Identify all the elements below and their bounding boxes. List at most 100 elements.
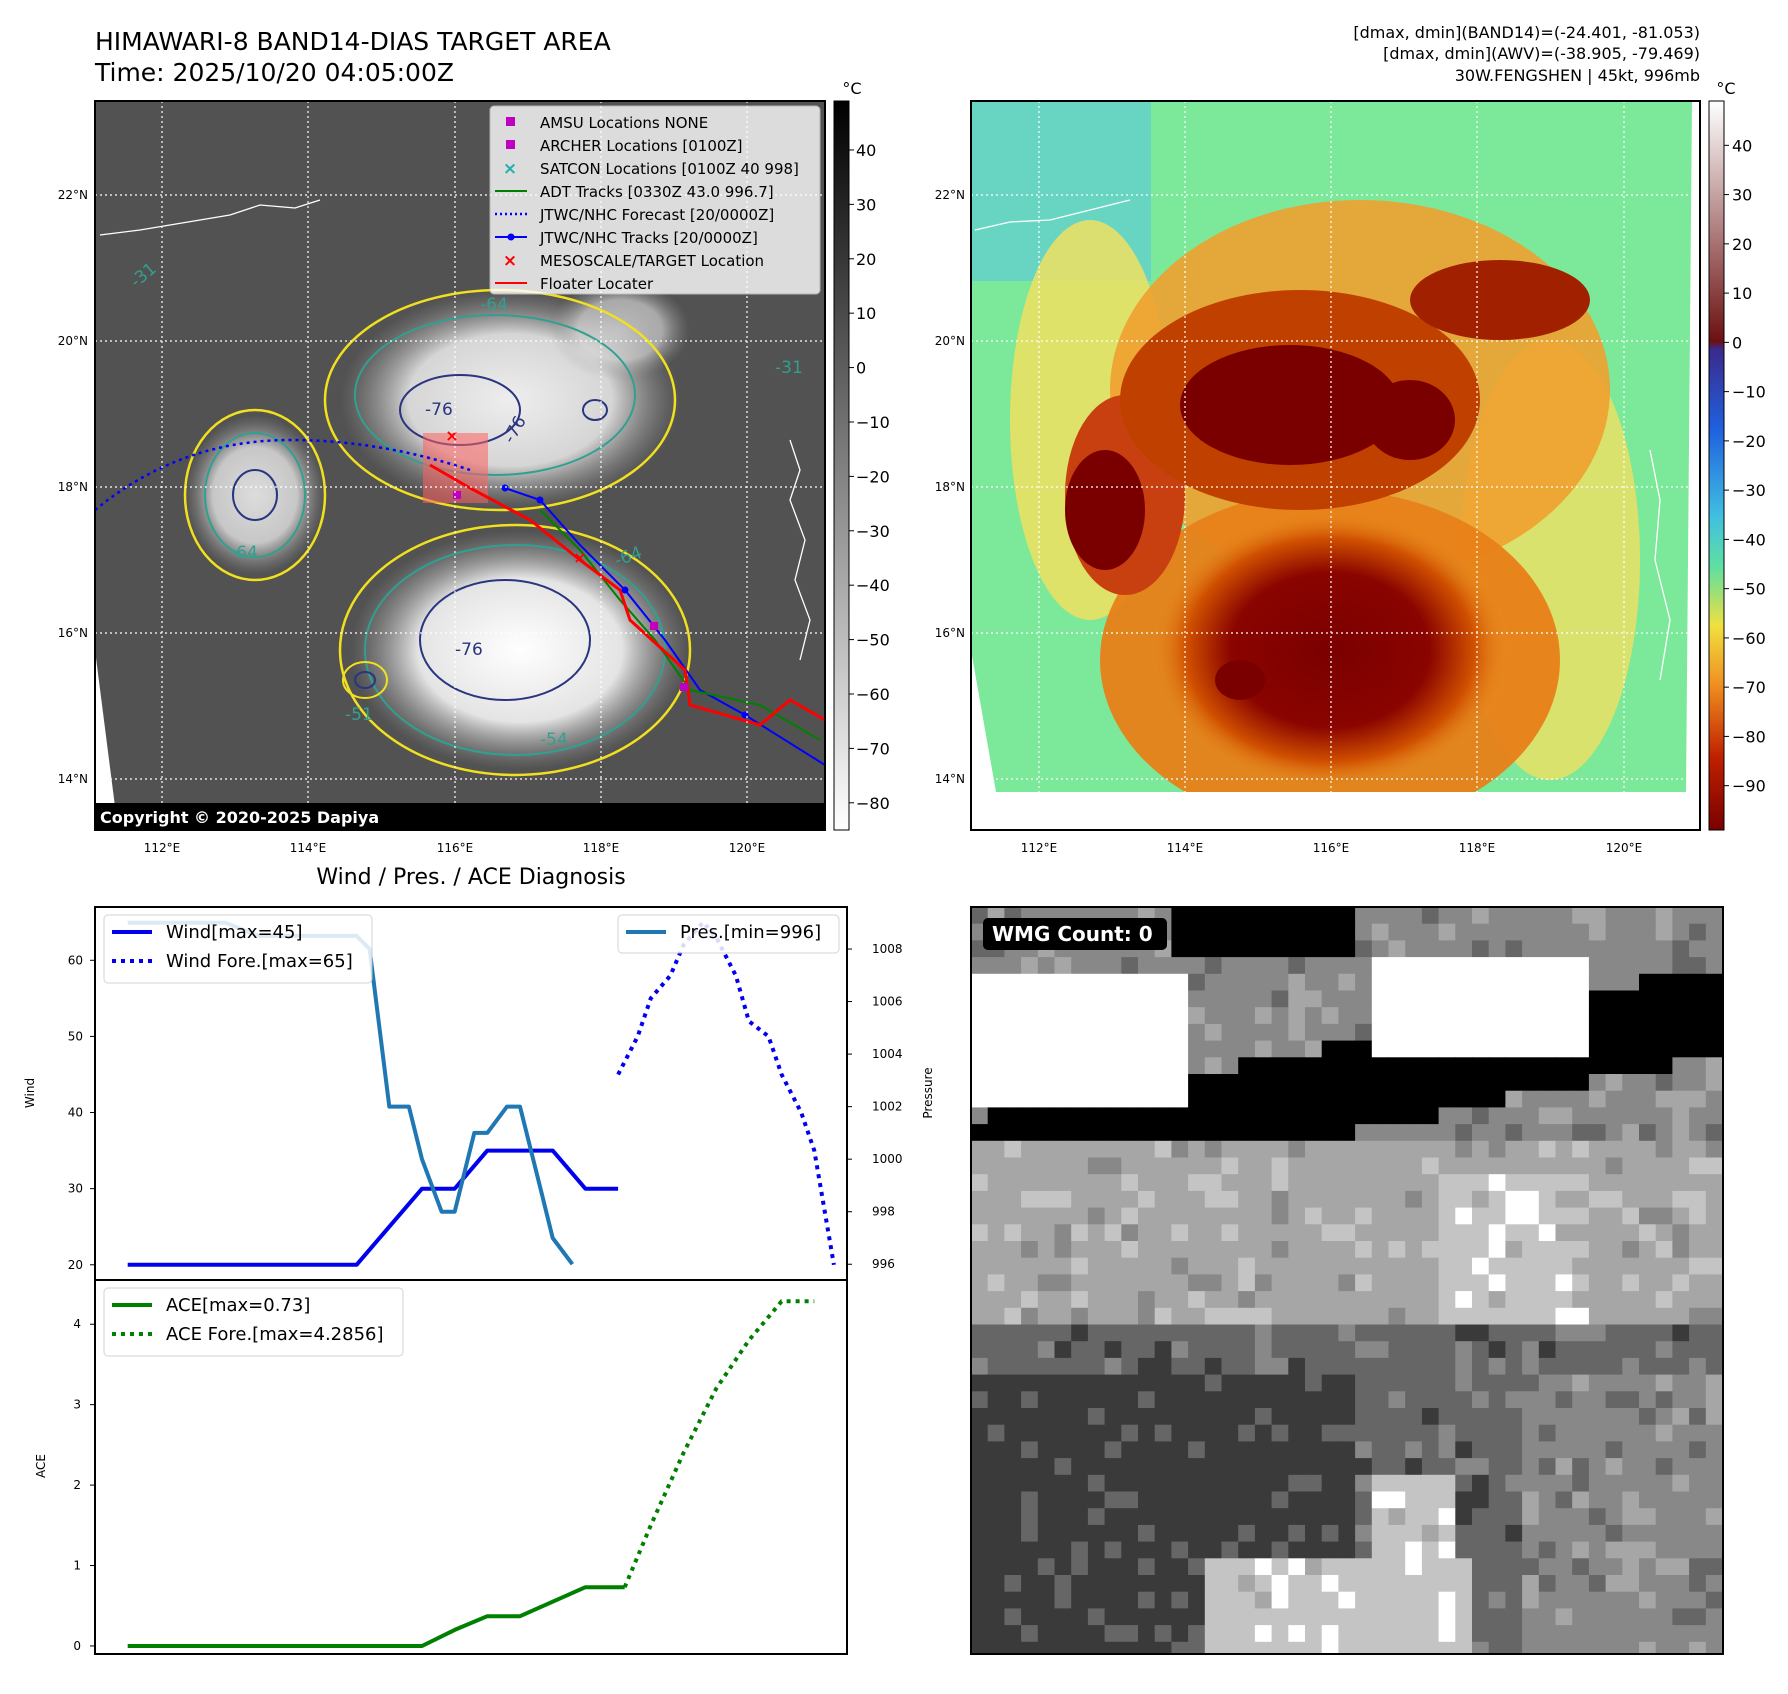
contour-label: -31 bbox=[775, 358, 803, 378]
x-marker-icon: × bbox=[503, 251, 517, 271]
jtwc-track bbox=[504, 487, 825, 766]
ace-ytick-label: 0 bbox=[73, 1639, 81, 1653]
legend-item: Floater Locater bbox=[495, 275, 654, 293]
lon-label: 118°E bbox=[1459, 841, 1496, 855]
legend-item: × SATCON Locations [0100Z 40 998] bbox=[503, 159, 799, 179]
awv-map-frame bbox=[970, 100, 1701, 831]
jtwc-forecast-track bbox=[95, 438, 471, 511]
pressure-ylabel: Pressure bbox=[921, 1067, 935, 1118]
wind-ylabel: Wind bbox=[23, 1078, 37, 1108]
legend-box bbox=[489, 105, 821, 295]
pressure-ytick-label: 1004 bbox=[872, 1047, 903, 1061]
ace-ytick-label: 4 bbox=[73, 1317, 81, 1331]
ir-map-frame bbox=[94, 100, 826, 831]
pressure-ytick-label: 1000 bbox=[872, 1152, 903, 1166]
colorbar-tick-label: −60 bbox=[1732, 629, 1766, 648]
wind-line bbox=[127, 1148, 619, 1267]
ace-fore-line bbox=[622, 1299, 815, 1588]
colorbar-tick-label: 20 bbox=[1732, 235, 1752, 254]
wmg-count-badge bbox=[983, 918, 1167, 950]
colorbar-tick-label: −20 bbox=[1732, 432, 1766, 451]
x-marker-icon: × bbox=[503, 159, 517, 179]
lon-label: 114°E bbox=[290, 841, 327, 855]
colorbar-tick-label: 40 bbox=[1732, 136, 1752, 155]
wind-fore-line bbox=[616, 920, 836, 1266]
legend-item: × MESOSCALE/TARGET Location bbox=[503, 251, 764, 271]
colorbar-tick-label: −30 bbox=[856, 522, 890, 541]
colorbar-tick-label: 30 bbox=[856, 195, 876, 214]
legend-item: JTWC/NHC Tracks [20/0000Z] bbox=[495, 229, 758, 247]
ir-colorbar bbox=[833, 100, 850, 831]
lat-label: 14°N bbox=[58, 772, 88, 786]
colorbar-tick-label: −80 bbox=[856, 794, 890, 813]
lat-label: 18°N bbox=[935, 480, 965, 494]
wmg-frame bbox=[970, 906, 1724, 1655]
colorbar-tick-label: 10 bbox=[856, 304, 876, 323]
contour-label: -51 bbox=[345, 705, 373, 725]
wind-ytick-label: 30 bbox=[68, 1182, 83, 1196]
svg-text:×: × bbox=[573, 548, 586, 567]
ace-ylabel: ACE bbox=[34, 1454, 48, 1478]
colorbar-tick-label: −70 bbox=[856, 739, 890, 758]
lat-label: 20°N bbox=[935, 334, 965, 348]
wind-legend: Wind[max=45] Wind Fore.[max=65] bbox=[103, 914, 373, 984]
legend-label: JTWC/NHC Forecast [20/0000Z] bbox=[539, 206, 774, 224]
wmg-count-label: WMG Count: 0 bbox=[992, 922, 1153, 946]
awv-gridlines bbox=[971, 101, 1700, 830]
legend-label: AMSU Locations NONE bbox=[540, 114, 708, 132]
awv-lat-labels: 22°N 20°N 18°N 16°N 14°N bbox=[935, 188, 965, 786]
colorbar-tick-label: −50 bbox=[1732, 580, 1766, 599]
legend-label: Floater Locater bbox=[540, 275, 654, 293]
lon-label: 120°E bbox=[1606, 841, 1643, 855]
colorbar-tick-label: −60 bbox=[856, 685, 890, 704]
awv-core bbox=[1150, 510, 1510, 790]
legend-label: MESOSCALE/TARGET Location bbox=[540, 252, 764, 270]
lon-label: 120°E bbox=[729, 841, 766, 855]
contour-label: -64 bbox=[230, 543, 258, 563]
colorbar-unit: °C bbox=[1716, 79, 1735, 98]
lon-label: 112°E bbox=[1021, 841, 1058, 855]
ir-lon-labels: 112°E 114°E 116°E 118°E 120°E bbox=[144, 841, 766, 855]
wind-ytick-label: 20 bbox=[68, 1258, 83, 1272]
contour-yellow-south bbox=[338, 523, 692, 777]
colorbar-tick-label: 30 bbox=[1732, 186, 1752, 205]
pressure-ytick-label: 998 bbox=[872, 1205, 895, 1219]
pressure-legend-label: Pres.[min=996] bbox=[680, 922, 821, 943]
ir-lat-labels: 22°N 20°N 18°N 16°N 14°N bbox=[58, 188, 88, 786]
colorbar-tick-label: −80 bbox=[1732, 727, 1766, 746]
wind-fore-legend-label: Wind Fore.[max=65] bbox=[166, 951, 353, 972]
coastline bbox=[1649, 449, 1671, 681]
figure-time: Time: 2025/10/20 04:05:00Z bbox=[94, 58, 454, 87]
floater-track bbox=[429, 463, 825, 727]
wmg-panel: WMG Count: 0 bbox=[970, 906, 1724, 1655]
legend-item: AMSU Locations NONE bbox=[506, 114, 708, 132]
pressure-ytick-label: 1006 bbox=[872, 995, 903, 1009]
ace-ytick-label: 3 bbox=[73, 1398, 81, 1412]
ace-legend: ACE[max=0.73] ACE Fore.[max=4.2856] bbox=[103, 1287, 404, 1357]
lat-label: 18°N bbox=[58, 480, 88, 494]
awv-lon-labels: 112°E 114°E 116°E 118°E 120°E bbox=[1021, 841, 1643, 855]
colorbar-unit: °C bbox=[842, 79, 861, 98]
lon-label: 112°E bbox=[144, 841, 181, 855]
copyright-text: Copyright © 2020-2025 Dapiya bbox=[100, 808, 379, 827]
colorbar-tick-label: 40 bbox=[856, 141, 876, 160]
lon-label: 114°E bbox=[1167, 841, 1204, 855]
contour-navy-south bbox=[419, 579, 591, 701]
ace-fore-legend-label: ACE Fore.[max=4.2856] bbox=[166, 1324, 384, 1345]
colorbar-tick-label: 20 bbox=[856, 250, 876, 269]
coastline bbox=[789, 439, 811, 661]
lat-label: 22°N bbox=[58, 188, 88, 202]
stats-awv: [dmax, dmin](AWV)=(-38.905, -79.469) bbox=[1383, 44, 1700, 63]
ir-colorbar-ticks: 40 30 20 10 0 −10 −20 −30 −40 −50 −60 −70 −80 bbox=[849, 141, 890, 813]
colorbar-tick-label: 10 bbox=[1732, 284, 1752, 303]
legend-label: SATCON Locations [0100Z 40 998] bbox=[540, 160, 799, 178]
wmg-mosaic bbox=[971, 907, 1723, 1654]
wind-legend-label: Wind[max=45] bbox=[166, 922, 303, 943]
line-dot-marker bbox=[507, 233, 515, 241]
colorbar-tick-label: −40 bbox=[856, 576, 890, 595]
lat-label: 16°N bbox=[58, 626, 88, 640]
awv-colorbar bbox=[1708, 100, 1725, 831]
lon-label: 116°E bbox=[437, 841, 474, 855]
legend-label: JTWC/NHC Tracks [20/0000Z] bbox=[539, 229, 758, 247]
